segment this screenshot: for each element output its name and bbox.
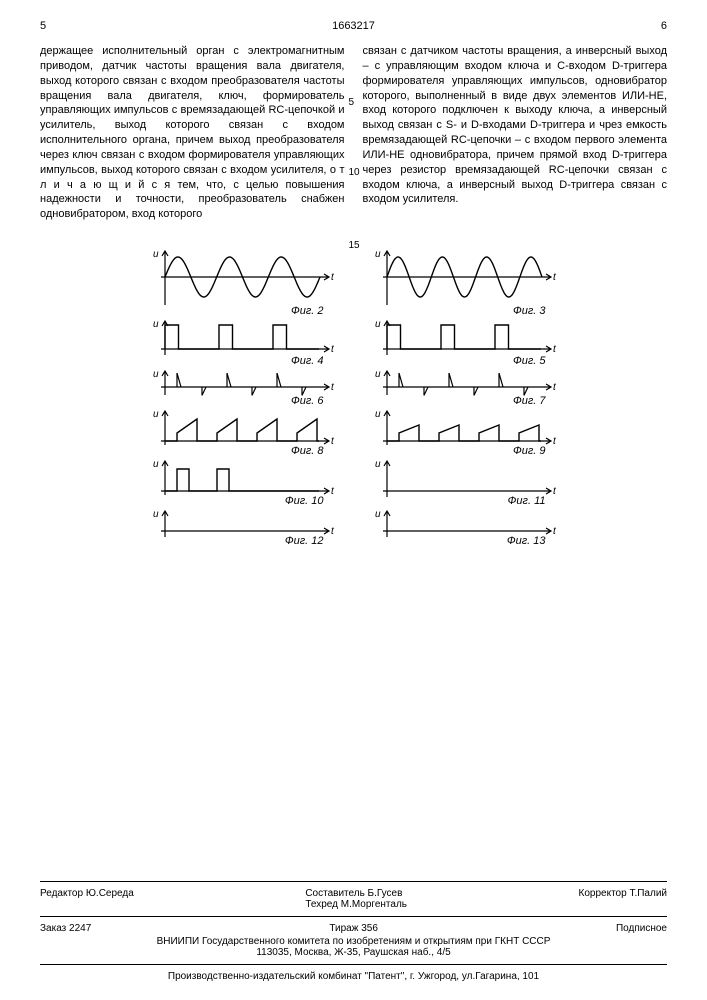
svg-text:u: u [375,249,381,260]
footer-compiler: Составитель Б.Гусев [305,888,402,899]
line-number: 5 [349,96,355,110]
svg-text:t: t [331,272,335,283]
footer-tirazh: Тираж 356 [329,923,378,934]
patent-number: 1663217 [46,20,661,32]
svg-text:u: u [375,319,381,330]
body-text-right: связан с датчиком частоты вращения, а ин… [363,45,668,205]
flat-line-icon: ut [369,457,561,499]
sine-wave-icon: ut [369,247,561,309]
page-header: 5 1663217 6 [40,20,667,32]
figure-4: ut Фиг. 4 [147,317,339,367]
footer-address: 113035, Москва, Ж-35, Раушская наб., 4/5 [40,947,667,958]
column-right: 5 10 15 связан с датчиком частоты вращен… [363,44,668,222]
pulse-icon: ut [147,457,339,499]
footer-org: ВНИИПИ Государственного комитета по изоб… [40,936,667,947]
svg-text:t: t [331,382,335,393]
figure-9: ut Фиг. 9 [369,407,561,457]
svg-text:u: u [153,509,159,520]
svg-text:u: u [375,459,381,470]
footer-subscription: Подписное [616,923,667,934]
figure-label: Фиг. 8 [147,445,339,457]
sawtooth-icon: ut [147,407,339,449]
col-number-right: 6 [661,20,667,32]
figure-2: ut Фиг. 2 [147,247,339,317]
svg-text:u: u [375,509,381,520]
square-wave-icon: ut [369,317,561,359]
figures-block: ut Фиг. 2 ut Фиг. 3 ut Фиг. 4 ut Фиг. 5 … [134,247,574,547]
svg-text:u: u [375,369,381,380]
svg-text:t: t [553,344,557,355]
figure-10: ut Фиг. 10 [147,457,339,507]
svg-text:u: u [153,409,159,420]
text-columns: держащее исполнительный орган с электром… [40,44,667,222]
square-wave-icon: ut [147,317,339,359]
figure-label: Фиг. 13 [369,535,561,547]
figure-label: Фиг. 3 [369,305,561,317]
column-left: держащее исполнительный орган с электром… [40,44,345,222]
figure-label: Фиг. 4 [147,355,339,367]
footer-editor: Редактор Ю.Середа [40,888,134,910]
figure-13: ut Фиг. 13 [369,507,561,547]
figure-label: Фиг. 12 [147,535,339,547]
line-number: 10 [349,166,360,180]
svg-text:u: u [375,409,381,420]
figure-label: Фиг. 7 [369,395,561,407]
patent-page: 5 1663217 6 держащее исполнительный орга… [0,0,707,1000]
svg-text:u: u [153,249,159,260]
figure-label: Фиг. 11 [369,495,561,507]
figure-label: Фиг. 9 [369,445,561,457]
figure-5: ut Фиг. 5 [369,317,561,367]
footer-order: Заказ 2247 [40,923,91,934]
figure-label: Фиг. 5 [369,355,561,367]
svg-text:u: u [153,459,159,470]
svg-text:u: u [153,319,159,330]
body-text-left: держащее исполнительный орган с электром… [40,45,345,220]
footer-print: Производственно-издательский комбинат "П… [40,971,667,982]
sawtooth-icon: ut [369,407,561,449]
figure-3: ut Фиг. 3 [369,247,561,317]
footer-corrector: Корректор Т.Палий [579,888,667,910]
figure-12: ut Фиг. 12 [147,507,339,547]
svg-text:u: u [153,369,159,380]
figure-6: u t Фиг. 6 [147,367,339,407]
figure-8: ut Фиг. 8 [147,407,339,457]
figure-7: u t Фиг. 7 [369,367,561,407]
svg-text:t: t [553,272,557,283]
sine-wave-icon: ut [147,247,339,309]
page-footer: Редактор Ю.Середа Составитель Б.Гусев Те… [40,875,667,982]
svg-text:t: t [331,344,335,355]
figure-label: Фиг. 10 [147,495,339,507]
figure-11: ut Фиг. 11 [369,457,561,507]
figure-label: Фиг. 2 [147,305,339,317]
figure-label: Фиг. 6 [147,395,339,407]
svg-text:t: t [553,382,557,393]
footer-techred: Техред М.Моргенталь [305,899,407,910]
line-number: 15 [349,239,360,253]
